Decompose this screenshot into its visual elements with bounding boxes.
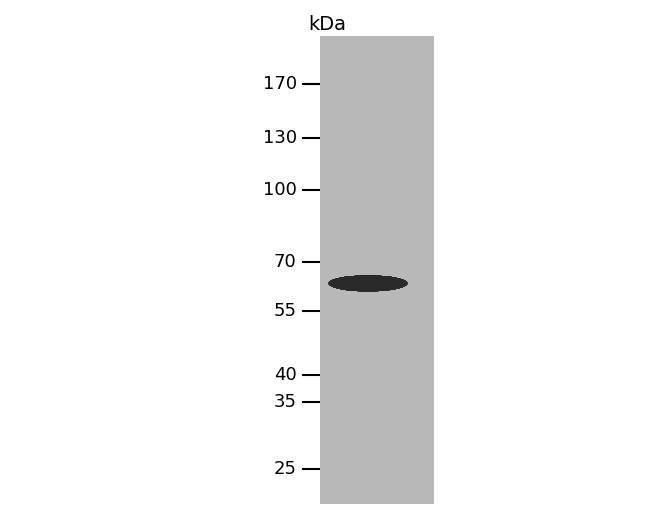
Text: 170: 170 [263, 75, 296, 93]
Ellipse shape [329, 276, 408, 291]
Ellipse shape [329, 276, 408, 291]
Ellipse shape [329, 276, 408, 291]
Ellipse shape [329, 276, 408, 291]
Ellipse shape [329, 276, 408, 291]
Ellipse shape [329, 276, 408, 291]
Ellipse shape [329, 276, 408, 291]
Ellipse shape [329, 276, 408, 291]
Ellipse shape [329, 276, 408, 291]
Ellipse shape [329, 276, 408, 291]
Ellipse shape [329, 276, 408, 291]
Ellipse shape [329, 276, 408, 291]
Ellipse shape [329, 276, 408, 291]
Ellipse shape [329, 276, 408, 291]
Text: 100: 100 [263, 181, 296, 199]
Ellipse shape [329, 276, 408, 291]
Ellipse shape [329, 276, 408, 291]
Ellipse shape [329, 276, 408, 291]
Ellipse shape [329, 276, 408, 291]
Ellipse shape [329, 276, 408, 291]
Ellipse shape [329, 276, 408, 291]
Ellipse shape [329, 276, 408, 291]
Ellipse shape [329, 276, 408, 291]
Ellipse shape [329, 276, 408, 291]
Text: 25: 25 [274, 460, 296, 478]
Ellipse shape [329, 276, 408, 291]
Ellipse shape [329, 276, 408, 291]
Ellipse shape [329, 276, 408, 291]
Ellipse shape [329, 276, 408, 291]
Ellipse shape [329, 276, 408, 291]
Ellipse shape [329, 276, 408, 291]
Bar [320, 36, 434, 504]
Ellipse shape [329, 276, 408, 291]
Text: kDa: kDa [308, 15, 346, 34]
Ellipse shape [329, 276, 408, 291]
Ellipse shape [329, 276, 408, 291]
Ellipse shape [329, 276, 408, 291]
Text: 70: 70 [274, 253, 296, 271]
Ellipse shape [329, 276, 408, 291]
Ellipse shape [329, 276, 408, 291]
Ellipse shape [329, 276, 408, 291]
Ellipse shape [329, 276, 408, 291]
Text: 35: 35 [274, 393, 296, 411]
Ellipse shape [329, 276, 408, 291]
Ellipse shape [329, 276, 408, 291]
Ellipse shape [329, 276, 408, 291]
Ellipse shape [329, 276, 408, 291]
Ellipse shape [329, 276, 408, 291]
Text: 55: 55 [274, 302, 296, 320]
Ellipse shape [329, 276, 408, 291]
Ellipse shape [329, 276, 408, 291]
Ellipse shape [329, 276, 408, 291]
Ellipse shape [329, 276, 408, 291]
Ellipse shape [329, 276, 408, 291]
Text: 130: 130 [263, 128, 296, 147]
Ellipse shape [329, 276, 408, 291]
Ellipse shape [329, 276, 408, 291]
Ellipse shape [329, 276, 408, 291]
Ellipse shape [329, 276, 408, 291]
Ellipse shape [329, 276, 408, 291]
Ellipse shape [329, 276, 408, 291]
Ellipse shape [329, 276, 408, 291]
Ellipse shape [329, 276, 408, 291]
Ellipse shape [329, 276, 408, 291]
Text: 40: 40 [274, 366, 296, 384]
Ellipse shape [329, 276, 408, 291]
Ellipse shape [329, 276, 408, 291]
Ellipse shape [329, 276, 408, 291]
Ellipse shape [329, 276, 408, 291]
Ellipse shape [329, 276, 408, 291]
